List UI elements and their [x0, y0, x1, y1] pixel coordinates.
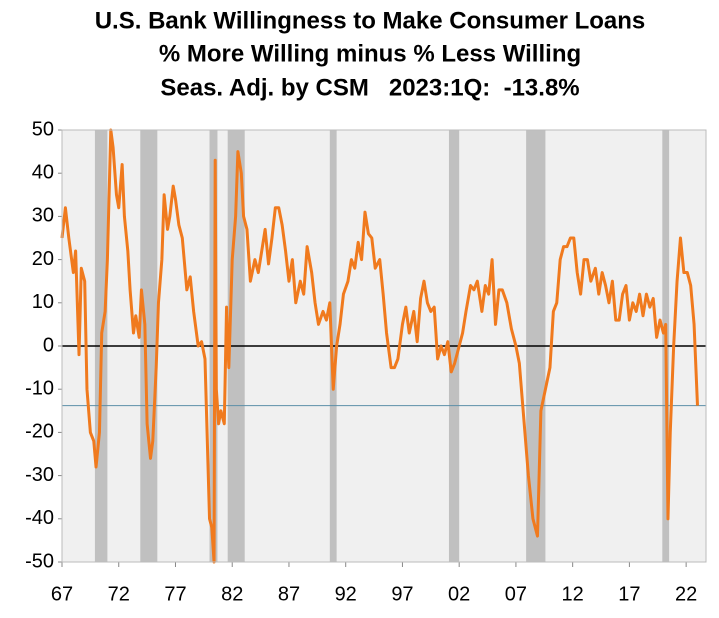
chart-subtitle: % More Willing minus % Less Willing	[159, 40, 581, 67]
x-tick-label: 77	[164, 583, 186, 605]
plot-border	[61, 129, 707, 563]
x-tick-label: 67	[51, 583, 73, 605]
x-tick-label: 22	[675, 583, 697, 605]
y-tick-label: -40	[25, 507, 54, 529]
y-tick-label: 0	[43, 334, 54, 356]
x-tick-label: 87	[278, 583, 300, 605]
x-tick-label: 17	[618, 583, 640, 605]
x-tick-label: 72	[108, 583, 130, 605]
x-tick-label: 12	[562, 583, 584, 605]
y-tick-label: -10	[25, 377, 54, 399]
y-tick-label: -30	[25, 464, 54, 486]
y-tick-label: 40	[32, 161, 54, 183]
y-tick-label: 10	[32, 291, 54, 313]
x-tick-label: 02	[448, 583, 470, 605]
chart-title: U.S. Bank Willingness to Make Consumer L…	[95, 7, 646, 34]
y-tick-label: 20	[32, 248, 54, 270]
x-tick-label: 07	[505, 583, 527, 605]
y-tick-label: -50	[25, 550, 54, 572]
y-tick-label: -20	[25, 421, 54, 443]
chart-note: Seas. Adj. by CSM 2023:1Q: -13.8%	[160, 74, 579, 101]
x-tick-label: 92	[335, 583, 357, 605]
x-tick-label: 82	[221, 583, 243, 605]
y-tick-label: 30	[32, 205, 54, 227]
y-tick-label: 50	[32, 118, 54, 140]
x-tick-label: 97	[391, 583, 413, 605]
data-line	[60, 128, 699, 564]
